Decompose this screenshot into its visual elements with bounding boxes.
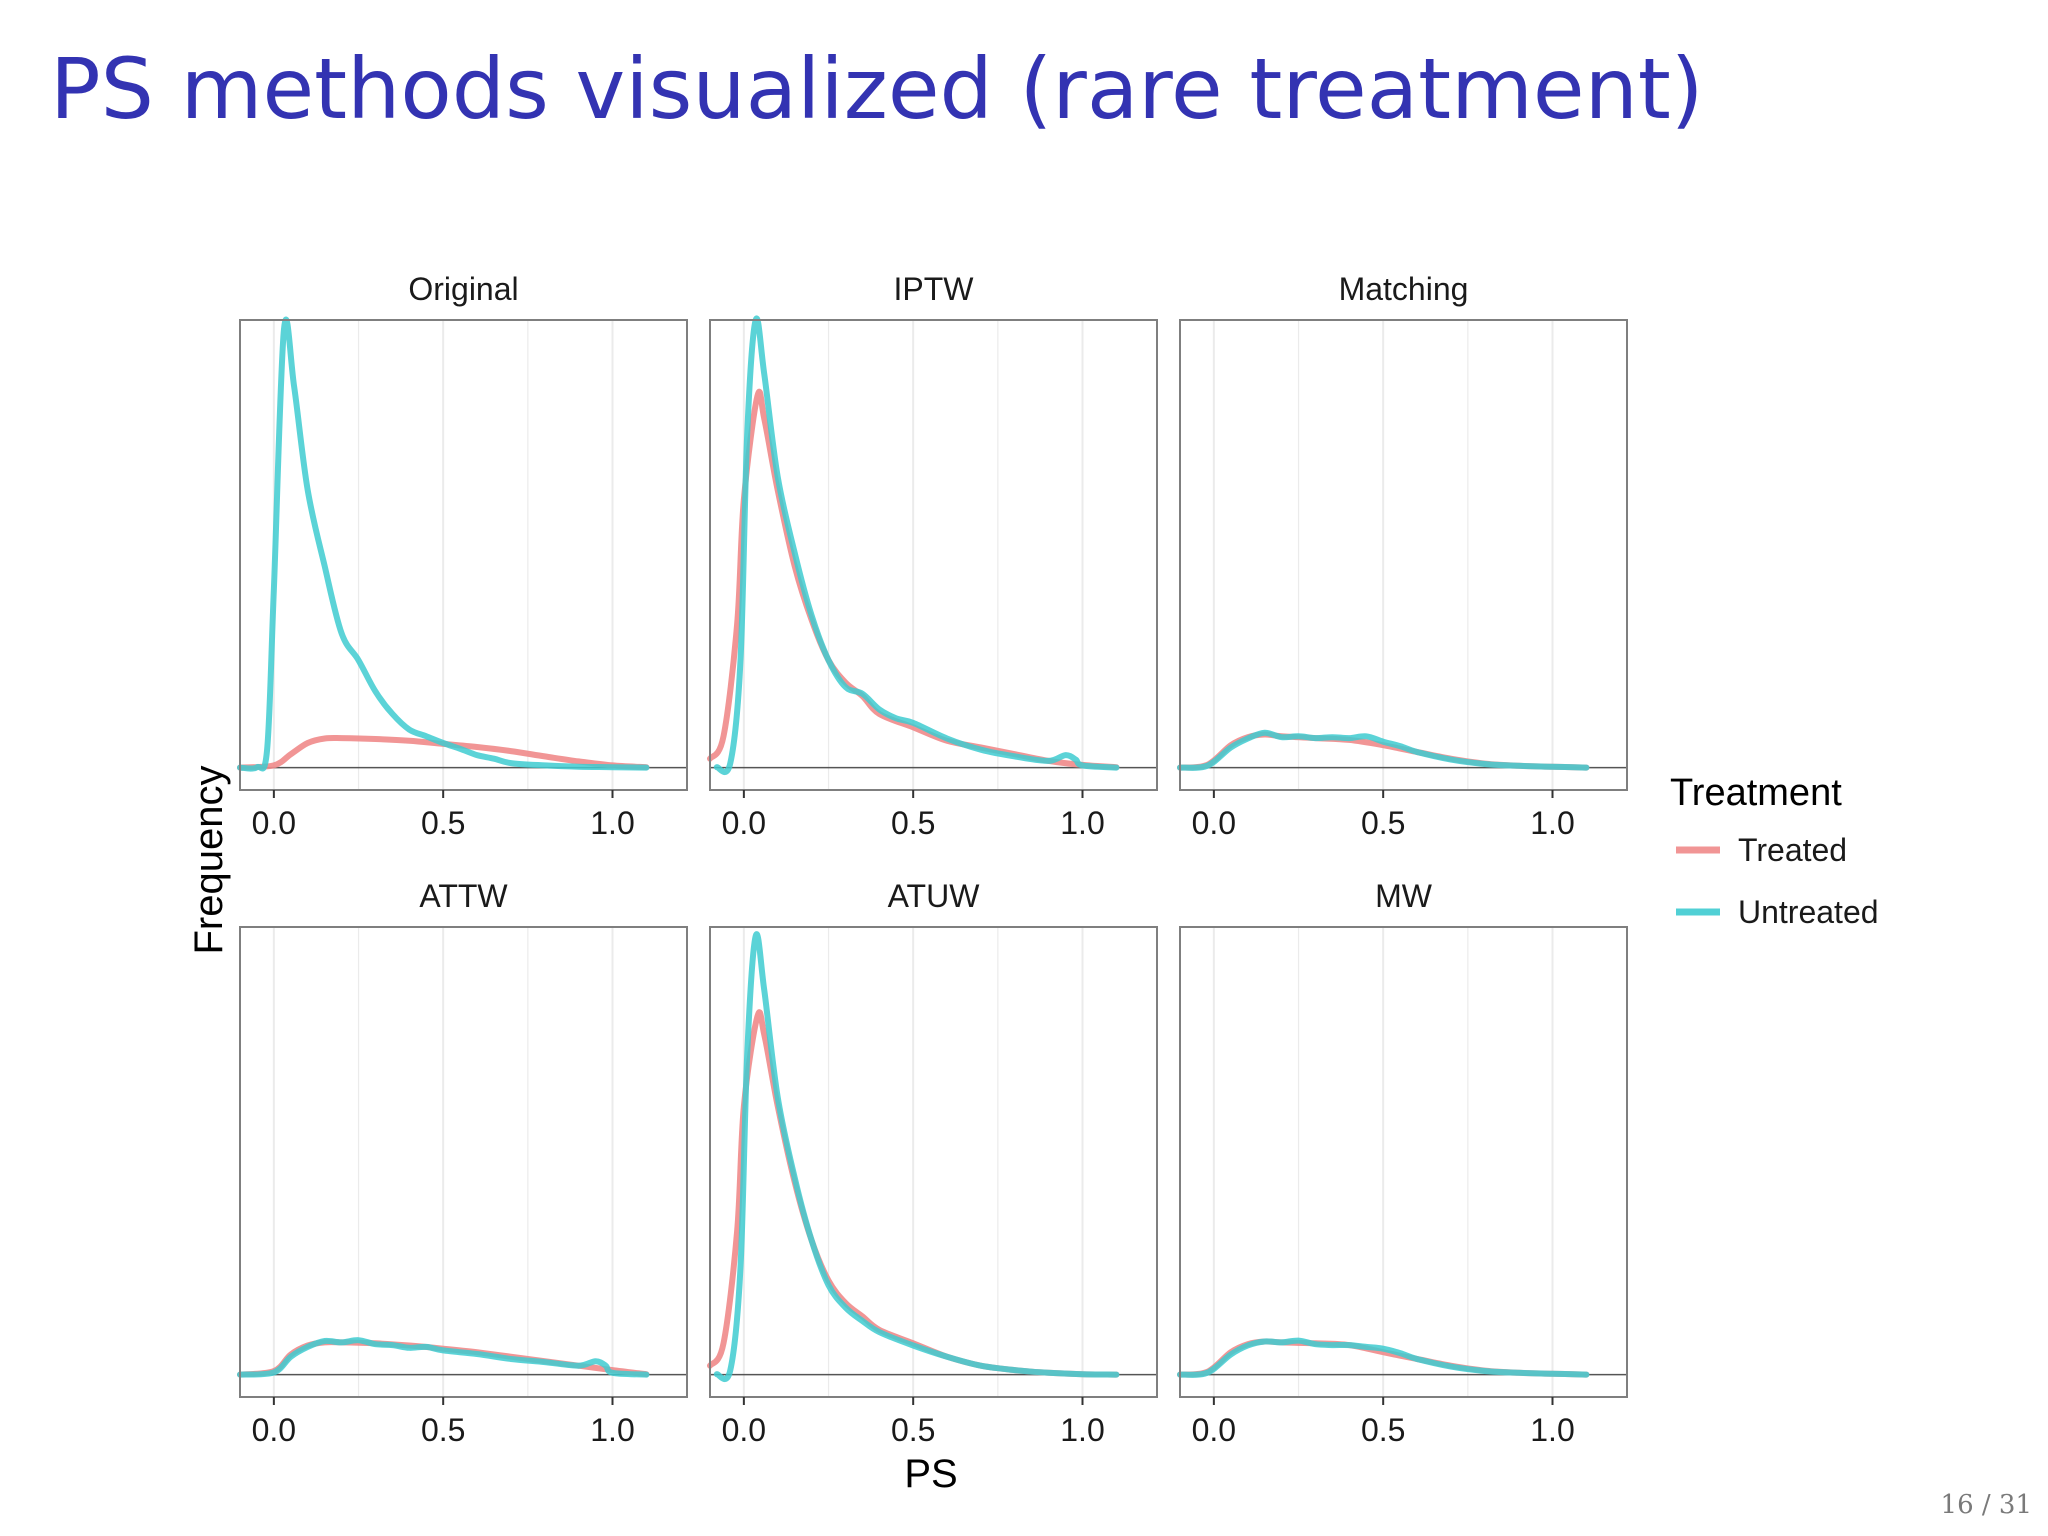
x-tick-label-atuw: 0.5	[891, 1412, 935, 1448]
facet-title-mw: MW	[1375, 878, 1433, 914]
panel-border-iptw	[709, 319, 1158, 791]
x-tick-label-original: 0.5	[421, 805, 465, 841]
facet-title-iptw: IPTW	[894, 271, 975, 307]
x-tick-label-iptw: 0.5	[891, 805, 935, 841]
legend-label-treated: Treated	[1738, 832, 1847, 868]
treated-density-line-original	[237, 734, 650, 771]
slide-title: PS methods visualized (rare treatment)	[50, 40, 1704, 138]
x-tick-label-mw: 0.0	[1192, 1412, 1236, 1448]
x-tick-label-mw: 1.0	[1530, 1412, 1574, 1448]
x-axis-title: PS	[904, 1452, 957, 1496]
panel-border-matching	[1179, 319, 1628, 791]
x-tick-label-atuw: 0.0	[722, 1412, 766, 1448]
untreated-density-line-matching	[1177, 729, 1590, 771]
x-tick-label-matching: 1.0	[1530, 805, 1574, 841]
x-tick-label-atuw: 1.0	[1060, 1412, 1104, 1448]
panel-background-attw	[240, 927, 687, 1397]
x-tick-label-attw: 0.0	[252, 1412, 296, 1448]
panel-border-atuw	[709, 926, 1158, 1398]
untreated-density-line-iptw	[713, 315, 1120, 776]
facet-title-original: Original	[408, 271, 518, 307]
x-tick-label-original: 0.0	[252, 805, 296, 841]
panel-background-original	[240, 320, 687, 790]
legend-title: Treatment	[1670, 772, 1842, 814]
x-tick-label-original: 1.0	[590, 805, 634, 841]
page-number: 16 / 31	[1940, 1490, 2032, 1520]
facet-title-attw: ATTW	[419, 878, 508, 914]
facet-title-atuw: ATUW	[888, 878, 981, 914]
x-tick-label-attw: 1.0	[590, 1412, 634, 1448]
untreated-density-line-original	[237, 316, 650, 772]
x-tick-label-matching: 0.5	[1361, 805, 1405, 841]
facet-title-matching: Matching	[1339, 271, 1469, 307]
x-tick-label-iptw: 1.0	[1060, 805, 1104, 841]
panel-border-original	[239, 319, 688, 791]
x-tick-label-mw: 0.5	[1361, 1412, 1405, 1448]
panel-background-matching	[1180, 320, 1627, 790]
x-tick-label-attw: 0.5	[421, 1412, 465, 1448]
y-axis-title: Frequency	[187, 766, 231, 955]
x-tick-label-iptw: 0.0	[722, 805, 766, 841]
x-tick-label-matching: 0.0	[1192, 805, 1236, 841]
untreated-density-line-attw	[237, 1337, 650, 1378]
untreated-density-line-mw	[1177, 1337, 1590, 1378]
panel-background-mw	[1180, 927, 1627, 1397]
legend-label-untreated: Untreated	[1738, 894, 1879, 930]
panel-background-iptw	[710, 320, 1157, 790]
panel-border-mw	[1179, 926, 1628, 1398]
panel-background-atuw	[710, 927, 1157, 1397]
untreated-density-line-atuw	[713, 931, 1120, 1383]
panel-border-attw	[239, 926, 688, 1398]
